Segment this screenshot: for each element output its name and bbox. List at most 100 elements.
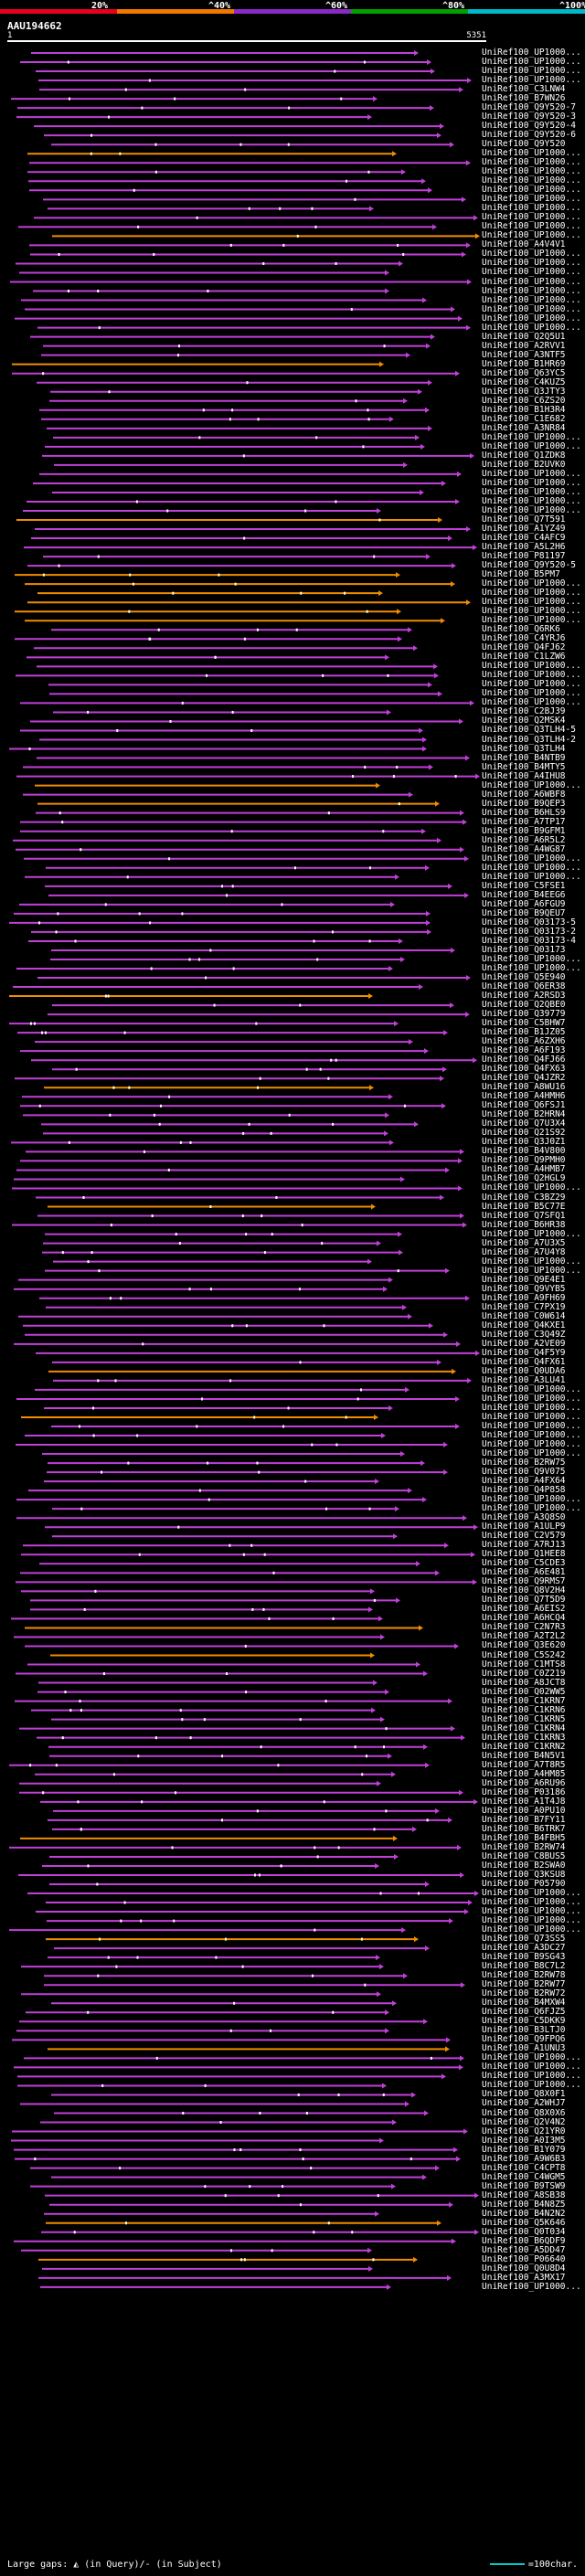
hit-label[interactable]: UniRef100_C1KRN7: [482, 1695, 566, 1706]
hit-label[interactable]: UniRef100_Q3KSU8: [482, 1869, 566, 1880]
hit-label[interactable]: UniRef100_C3BZ29: [482, 1192, 566, 1203]
hit-label[interactable]: UniRef100_B4NTB9: [482, 752, 566, 763]
hit-label[interactable]: UniRef100_A9FH69: [482, 1292, 566, 1303]
hit-label[interactable]: UniRef100_Q0UDA6: [482, 1365, 566, 1376]
hit-label[interactable]: UniRef100_B3LTJ0: [482, 2025, 566, 2036]
hit-label[interactable]: UniRef100_UP1000...: [482, 230, 581, 241]
hit-label[interactable]: UniRef100_B9QEU7: [482, 907, 566, 918]
hit-label[interactable]: UniRef100_C1E682: [482, 413, 566, 424]
hit-label[interactable]: UniRef100_UP1000...: [482, 285, 581, 296]
hit-label[interactable]: UniRef100_Q9V075: [482, 1467, 566, 1478]
hit-label[interactable]: UniRef100_UP1000...: [482, 1411, 581, 1422]
hit-label[interactable]: UniRef100_B4N5V1: [482, 1750, 566, 1761]
hit-label[interactable]: UniRef100_Q21YR0: [482, 2125, 566, 2136]
hit-label[interactable]: UniRef100_Q03173-2: [482, 926, 576, 937]
hit-label[interactable]: UniRef100_UP1000...: [482, 1448, 581, 1459]
hit-label[interactable]: UniRef100_UP1000...: [482, 688, 581, 699]
hit-label[interactable]: UniRef100_B6QDF9: [482, 2235, 566, 2246]
hit-label[interactable]: UniRef100_B9TSW9: [482, 2180, 566, 2191]
hit-label[interactable]: UniRef100_Q9FPQ6: [482, 2034, 566, 2045]
hit-label[interactable]: UniRef100_Q4KXE1: [482, 1320, 566, 1330]
hit-label[interactable]: UniRef100_UP1000...: [482, 670, 581, 681]
hit-label[interactable]: UniRef100_UP1000...: [482, 661, 581, 672]
hit-label[interactable]: UniRef100_UP1000...: [482, 1888, 581, 1899]
hit-label[interactable]: UniRef100_Q1HEE8: [482, 1549, 566, 1560]
hit-label[interactable]: UniRef100_Q6FSJ1: [482, 1100, 566, 1111]
hit-label[interactable]: UniRef100_A1ULP9: [482, 1521, 566, 1532]
hit-label[interactable]: UniRef100_A4HMH6: [482, 1091, 566, 1102]
hit-label[interactable]: UniRef100_A4HM85: [482, 1768, 566, 1779]
hit-label[interactable]: UniRef100_Q6ER38: [482, 981, 566, 992]
hit-label[interactable]: UniRef100_UP1000...: [482, 779, 581, 790]
hit-label[interactable]: UniRef100_Q0U8D4: [482, 2263, 566, 2274]
hit-label[interactable]: UniRef100_UP1000...: [482, 1265, 581, 1276]
hit-label[interactable]: UniRef100_Q2HGL9: [482, 1173, 566, 1184]
hit-label[interactable]: UniRef100_UP1000...: [482, 578, 581, 589]
hit-label[interactable]: UniRef100_A2RSD3: [482, 991, 566, 1002]
hit-label[interactable]: UniRef100_A2WHJ7: [482, 2098, 566, 2109]
hit-label[interactable]: UniRef100_UP1000...: [482, 313, 581, 323]
hit-label[interactable]: UniRef100_Q9VYB5: [482, 1283, 566, 1294]
hit-label[interactable]: UniRef100_UP1000...: [482, 258, 581, 269]
hit-label[interactable]: UniRef100_A6E481: [482, 1567, 566, 1578]
hit-label[interactable]: UniRef100_Q39779: [482, 1009, 566, 1020]
hit-label[interactable]: UniRef100_Q3J0Z1: [482, 1137, 566, 1148]
hit-label[interactable]: UniRef100_UP1000...: [482, 477, 581, 488]
hit-label[interactable]: UniRef100_A6EIS2: [482, 1604, 566, 1615]
hit-label[interactable]: UniRef100_UP1000...: [482, 2052, 581, 2063]
hit-label[interactable]: UniRef100_Q4P858: [482, 1485, 566, 1496]
hit-label[interactable]: UniRef100_B4EEG6: [482, 889, 566, 900]
hit-label[interactable]: UniRef100_Q8X0X6: [482, 2107, 566, 2118]
hit-label[interactable]: UniRef100_C3Q49Z: [482, 1329, 566, 1340]
hit-label[interactable]: UniRef100_B7FY11: [482, 1814, 566, 1825]
hit-label[interactable]: UniRef100_A3LU41: [482, 1374, 566, 1385]
hit-label[interactable]: UniRef100_UP1000...: [482, 615, 581, 626]
hit-label[interactable]: UniRef100_C1KRN2: [482, 1741, 566, 1752]
hit-label[interactable]: UniRef100_A4HMB7: [482, 1164, 566, 1175]
hit-label[interactable]: UniRef100_B2RW72: [482, 1988, 566, 1999]
hit-label[interactable]: UniRef100_UP1000...: [482, 853, 581, 864]
hit-label[interactable]: UniRef100_UP1000...: [482, 1393, 581, 1404]
hit-label[interactable]: UniRef100_A7U3X5: [482, 1237, 566, 1248]
hit-label[interactable]: UniRef100_UP1000...: [482, 48, 581, 58]
hit-label[interactable]: UniRef100_UP1000...: [482, 1439, 581, 1450]
hit-label[interactable]: UniRef100_UP1000...: [482, 1924, 581, 1935]
hit-label[interactable]: UniRef100_Q2QBE0: [482, 1000, 566, 1011]
hit-label[interactable]: UniRef100_UP1000...: [482, 1402, 581, 1413]
hit-label[interactable]: UniRef100_UP1000...: [482, 175, 581, 186]
hit-label[interactable]: UniRef100_A6ZXH6: [482, 1036, 566, 1047]
hit-label[interactable]: UniRef100_C1KRN4: [482, 1723, 566, 1733]
hit-label[interactable]: UniRef100_UP1000...: [482, 194, 581, 205]
hit-label[interactable]: UniRef100_UP1000...: [482, 1915, 581, 1926]
hit-label[interactable]: UniRef100_Q9Y520-6: [482, 130, 576, 141]
hit-label[interactable]: UniRef100_B4N2N2: [482, 2208, 566, 2219]
hit-label[interactable]: UniRef100_UP1000...: [482, 1228, 581, 1239]
hit-label[interactable]: UniRef100_UP1000...: [482, 505, 581, 515]
hit-label[interactable]: UniRef100_A1UNU3: [482, 2043, 566, 2054]
hit-label[interactable]: UniRef100_A3Q8S0: [482, 1512, 566, 1523]
hit-label[interactable]: UniRef100_UP1000...: [482, 1897, 581, 1908]
hit-label[interactable]: UniRef100_UP1000...: [482, 871, 581, 882]
hit-label[interactable]: UniRef100_B7WN26: [482, 93, 566, 104]
hit-label[interactable]: UniRef100_A2VE09: [482, 1338, 566, 1349]
hit-label[interactable]: UniRef100_C5S242: [482, 1649, 566, 1660]
hit-label[interactable]: UniRef100_B9QEP3: [482, 798, 566, 809]
hit-label[interactable]: UniRef100_Q9RMS7: [482, 1576, 566, 1587]
hit-label[interactable]: UniRef100_Q7SFQ1: [482, 1210, 566, 1221]
hit-label[interactable]: UniRef100_Q7T591: [482, 514, 566, 525]
hit-label[interactable]: UniRef100_UP1000...: [482, 431, 581, 442]
hit-label[interactable]: UniRef100_Q4FJ66: [482, 1055, 566, 1065]
hit-label[interactable]: UniRef100_UP1000...: [482, 221, 581, 232]
hit-label[interactable]: UniRef100_A6F193: [482, 1045, 566, 1056]
hit-label[interactable]: UniRef100_C4AFC9: [482, 533, 566, 544]
hit-label[interactable]: UniRef100_C5CDE3: [482, 1558, 566, 1569]
hit-label[interactable]: UniRef100_UP1000...: [482, 1421, 581, 1431]
hit-label[interactable]: UniRef100_Q02WW5: [482, 1686, 566, 1697]
hit-label[interactable]: UniRef100_A8SB38: [482, 2189, 566, 2200]
hit-label[interactable]: UniRef100_Q3TLH4-2: [482, 734, 576, 745]
hit-label[interactable]: UniRef100_Q9Y520: [482, 139, 566, 150]
hit-label[interactable]: UniRef100_A2T2L2: [482, 1631, 566, 1642]
hit-label[interactable]: UniRef100_UP1000...: [482, 440, 581, 451]
hit-label[interactable]: UniRef100_B2HRN4: [482, 1109, 566, 1120]
hit-label[interactable]: UniRef100_UP1000...: [482, 606, 581, 617]
